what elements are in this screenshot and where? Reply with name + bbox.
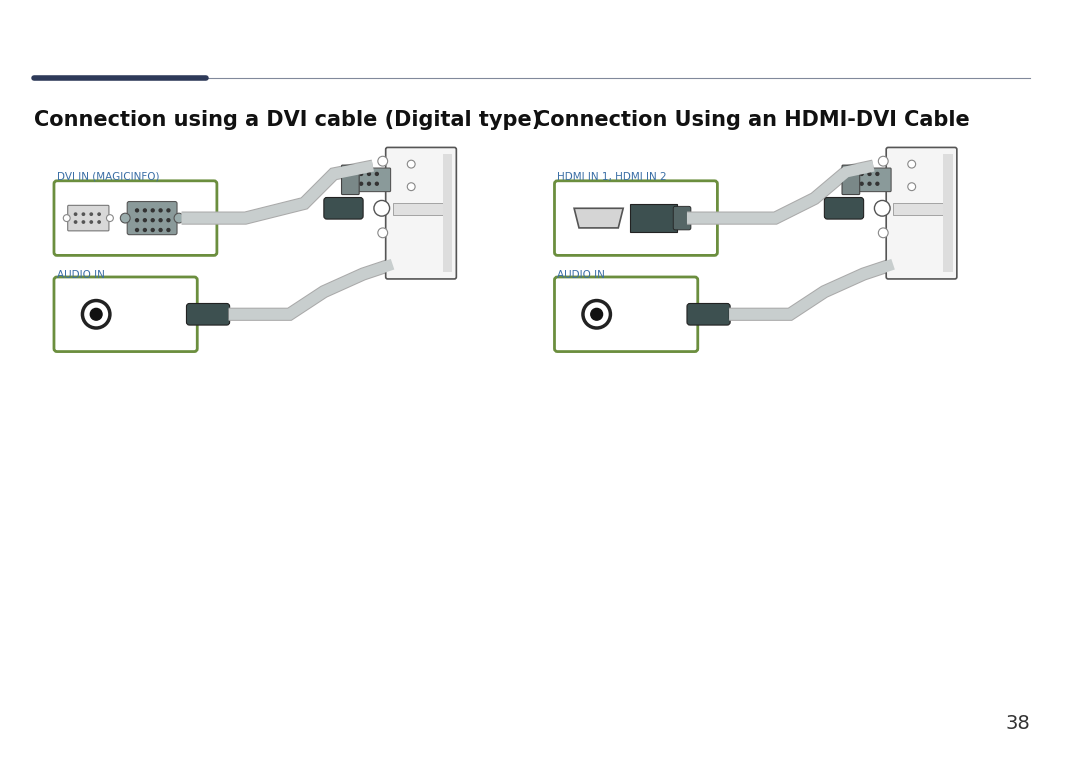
Circle shape: [378, 156, 388, 166]
Circle shape: [876, 172, 879, 175]
FancyBboxPatch shape: [554, 277, 698, 352]
Circle shape: [868, 172, 870, 175]
Circle shape: [144, 219, 147, 222]
FancyBboxPatch shape: [229, 309, 242, 319]
Circle shape: [360, 182, 363, 185]
Circle shape: [151, 209, 154, 212]
FancyBboxPatch shape: [729, 309, 743, 319]
Text: DVI IN (MAGICINFO): DVI IN (MAGICINFO): [57, 172, 160, 182]
FancyBboxPatch shape: [687, 304, 730, 325]
Circle shape: [876, 182, 879, 185]
Circle shape: [360, 172, 363, 175]
Circle shape: [378, 228, 388, 238]
Circle shape: [407, 160, 415, 168]
FancyBboxPatch shape: [673, 206, 691, 230]
Circle shape: [90, 221, 93, 224]
FancyBboxPatch shape: [127, 201, 177, 235]
Circle shape: [159, 219, 162, 222]
Circle shape: [82, 301, 110, 328]
Circle shape: [75, 213, 77, 215]
Circle shape: [374, 201, 390, 216]
Circle shape: [174, 213, 184, 223]
FancyBboxPatch shape: [54, 277, 198, 352]
Circle shape: [107, 214, 113, 221]
Circle shape: [136, 229, 138, 231]
Circle shape: [908, 183, 916, 191]
Circle shape: [75, 221, 77, 224]
Circle shape: [151, 229, 154, 231]
Polygon shape: [575, 208, 623, 228]
Circle shape: [64, 214, 70, 221]
FancyBboxPatch shape: [355, 168, 391, 192]
Circle shape: [376, 172, 378, 175]
Circle shape: [367, 182, 370, 185]
FancyBboxPatch shape: [341, 165, 360, 195]
Circle shape: [367, 172, 370, 175]
Bar: [443, 154, 453, 272]
Circle shape: [91, 308, 103, 320]
Circle shape: [860, 172, 863, 175]
FancyBboxPatch shape: [187, 304, 230, 325]
Text: HDMI IN 1, HDMI IN 2: HDMI IN 1, HDMI IN 2: [557, 172, 667, 182]
Circle shape: [407, 183, 415, 191]
Text: AUDIO IN: AUDIO IN: [557, 270, 605, 280]
Circle shape: [159, 209, 162, 212]
Text: 38: 38: [1005, 714, 1030, 733]
Circle shape: [878, 228, 888, 238]
FancyBboxPatch shape: [887, 147, 957, 279]
Text: Connection Using an HDMI-DVI Cable: Connection Using an HDMI-DVI Cable: [535, 110, 970, 130]
Circle shape: [376, 182, 378, 185]
Circle shape: [144, 209, 147, 212]
Circle shape: [82, 221, 84, 224]
Text: AUDIO IN: AUDIO IN: [57, 270, 105, 280]
Circle shape: [136, 209, 138, 212]
Bar: [392, 204, 449, 215]
Circle shape: [159, 229, 162, 231]
Circle shape: [167, 219, 170, 222]
Circle shape: [868, 182, 870, 185]
Circle shape: [583, 301, 610, 328]
FancyBboxPatch shape: [554, 181, 717, 256]
FancyBboxPatch shape: [68, 205, 109, 231]
Circle shape: [860, 182, 863, 185]
Circle shape: [908, 160, 916, 168]
Circle shape: [82, 213, 84, 215]
FancyBboxPatch shape: [842, 165, 860, 195]
Circle shape: [136, 219, 138, 222]
Circle shape: [167, 229, 170, 231]
Bar: [943, 154, 953, 272]
Bar: [893, 204, 950, 215]
Circle shape: [98, 213, 100, 215]
Circle shape: [144, 229, 147, 231]
FancyBboxPatch shape: [324, 198, 363, 219]
Circle shape: [167, 209, 170, 212]
Circle shape: [875, 201, 890, 216]
Circle shape: [90, 213, 93, 215]
Circle shape: [878, 156, 888, 166]
Circle shape: [591, 308, 603, 320]
Circle shape: [98, 221, 100, 224]
Polygon shape: [630, 204, 677, 232]
FancyBboxPatch shape: [855, 168, 891, 192]
FancyBboxPatch shape: [386, 147, 457, 279]
Text: Connection using a DVI cable (Digital type): Connection using a DVI cable (Digital ty…: [35, 110, 541, 130]
Circle shape: [151, 219, 154, 222]
Circle shape: [120, 213, 131, 223]
FancyBboxPatch shape: [54, 181, 217, 256]
FancyBboxPatch shape: [824, 198, 864, 219]
